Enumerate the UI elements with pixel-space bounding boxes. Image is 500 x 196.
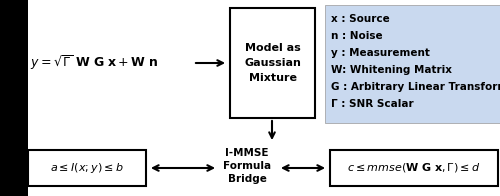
Bar (230, 8, 315, 118)
Bar (325, 5, 500, 123)
Text: Model as
Gaussian
Mixture: Model as Gaussian Mixture (244, 43, 301, 83)
Text: G : Arbitrary Linear Transform: G : Arbitrary Linear Transform (331, 82, 500, 92)
Bar (0, 0, 28, 196)
Text: x : Source: x : Source (331, 14, 390, 24)
Text: n : Noise: n : Noise (331, 31, 382, 41)
Text: I-MMSE
Formula
Bridge: I-MMSE Formula Bridge (223, 148, 271, 184)
Text: $a \leq I(x; y) \leq b$: $a \leq I(x; y) \leq b$ (50, 161, 124, 175)
Text: y : Measurement: y : Measurement (331, 48, 430, 58)
Text: W: Whitening Matrix: W: Whitening Matrix (331, 65, 452, 75)
Text: Γ : SNR Scalar: Γ : SNR Scalar (331, 99, 413, 109)
Text: $c \leq mmse(\mathbf{W\ G\ x}, \Gamma) \leq d$: $c \leq mmse(\mathbf{W\ G\ x}, \Gamma) \… (348, 162, 480, 174)
Text: $y = \sqrt{\Gamma}\ \mathbf{W\ G\ x} + \mathbf{W\ n}$: $y = \sqrt{\Gamma}\ \mathbf{W\ G\ x} + \… (30, 54, 158, 72)
Bar (330, 150, 498, 186)
Bar (28, 150, 146, 186)
